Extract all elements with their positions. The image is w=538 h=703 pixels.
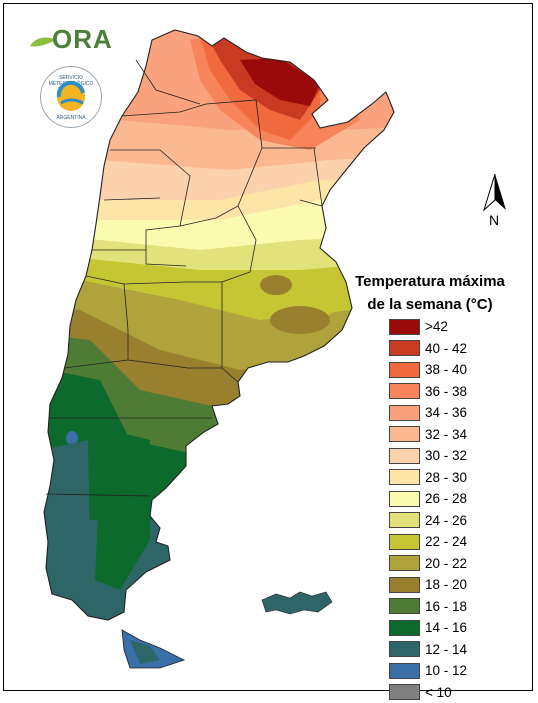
seal-bottom-text: ARGENTINA (41, 115, 101, 121)
legend-swatch (389, 362, 420, 378)
legend-item: >42 (389, 316, 467, 338)
legend-label: 36 - 38 (425, 384, 467, 399)
legend-item: 12 - 14 (389, 639, 467, 661)
legend-swatch (389, 534, 420, 550)
legend-label: 10 - 12 (425, 663, 467, 678)
legend-swatch (389, 340, 420, 356)
legend-label: 34 - 36 (425, 405, 467, 420)
legend-swatch (389, 426, 420, 442)
legend-item: 40 - 42 (389, 338, 467, 360)
legend-label: 28 - 30 (425, 470, 467, 485)
legend-label: 24 - 26 (425, 513, 467, 528)
legend-item: 24 - 26 (389, 510, 467, 532)
legend-swatch (389, 319, 420, 335)
legend-swatch (389, 684, 420, 700)
legend-label: 26 - 28 (425, 491, 467, 506)
legend-item: 10 - 12 (389, 660, 467, 682)
legend-item: 20 - 22 (389, 553, 467, 575)
legend-label: 20 - 22 (425, 556, 467, 571)
legend-item: 14 - 16 (389, 617, 467, 639)
legend: >42 40 - 42 38 - 40 36 - 38 34 - 36 32 - 34 30… (389, 316, 467, 703)
legend-item: 30 - 32 (389, 445, 467, 467)
legend-item: 32 - 34 (389, 424, 467, 446)
legend-label: 12 - 14 (425, 642, 467, 657)
legend-swatch (389, 598, 420, 614)
legend-item: 26 - 28 (389, 488, 467, 510)
legend-item: 34 - 36 (389, 402, 467, 424)
legend-title-line2: de la semana (°C) (330, 293, 530, 316)
legend-swatch (389, 512, 420, 528)
legend-item: 18 - 20 (389, 574, 467, 596)
legend-item: < 10 (389, 682, 467, 703)
legend-item: 28 - 30 (389, 467, 467, 489)
legend-label: < 10 (425, 685, 452, 700)
legend-swatch (389, 469, 420, 485)
legend-label: 40 - 42 (425, 341, 467, 356)
legend-label: 38 - 40 (425, 362, 467, 377)
legend-item: 16 - 18 (389, 596, 467, 618)
legend-label: 32 - 34 (425, 427, 467, 442)
legend-label: >42 (425, 319, 448, 334)
legend-item: 36 - 38 (389, 381, 467, 403)
legend-swatch (389, 620, 420, 636)
legend-swatch (389, 448, 420, 464)
legend-label: 16 - 18 (425, 599, 467, 614)
legend-label: 30 - 32 (425, 448, 467, 463)
north-label: N (489, 212, 499, 228)
legend-title-line1: Temperatura máxima (330, 270, 530, 293)
ora-logo-text: ORA (52, 24, 113, 55)
legend-swatch (389, 405, 420, 421)
legend-swatch (389, 555, 420, 571)
north-arrow-icon (480, 172, 510, 214)
smn-seal-logo: SERVICIO METEOROLÓGICO NACIONAL ARGENTIN… (40, 66, 102, 128)
legend-swatch (389, 641, 420, 657)
tierra-del-fuego (122, 630, 184, 668)
north-arrow: N (480, 172, 510, 232)
legend-label: 22 - 24 (425, 534, 467, 549)
malvinas-islands (262, 592, 332, 614)
legend-item: 38 - 40 (389, 359, 467, 381)
legend-label: 18 - 20 (425, 577, 467, 592)
legend-swatch (389, 577, 420, 593)
legend-item: 22 - 24 (389, 531, 467, 553)
legend-label: 14 - 16 (425, 620, 467, 635)
legend-swatch (389, 383, 420, 399)
legend-swatch (389, 663, 420, 679)
legend-title: Temperatura máxima de la semana (°C) (330, 270, 530, 316)
legend-swatch (389, 491, 420, 507)
